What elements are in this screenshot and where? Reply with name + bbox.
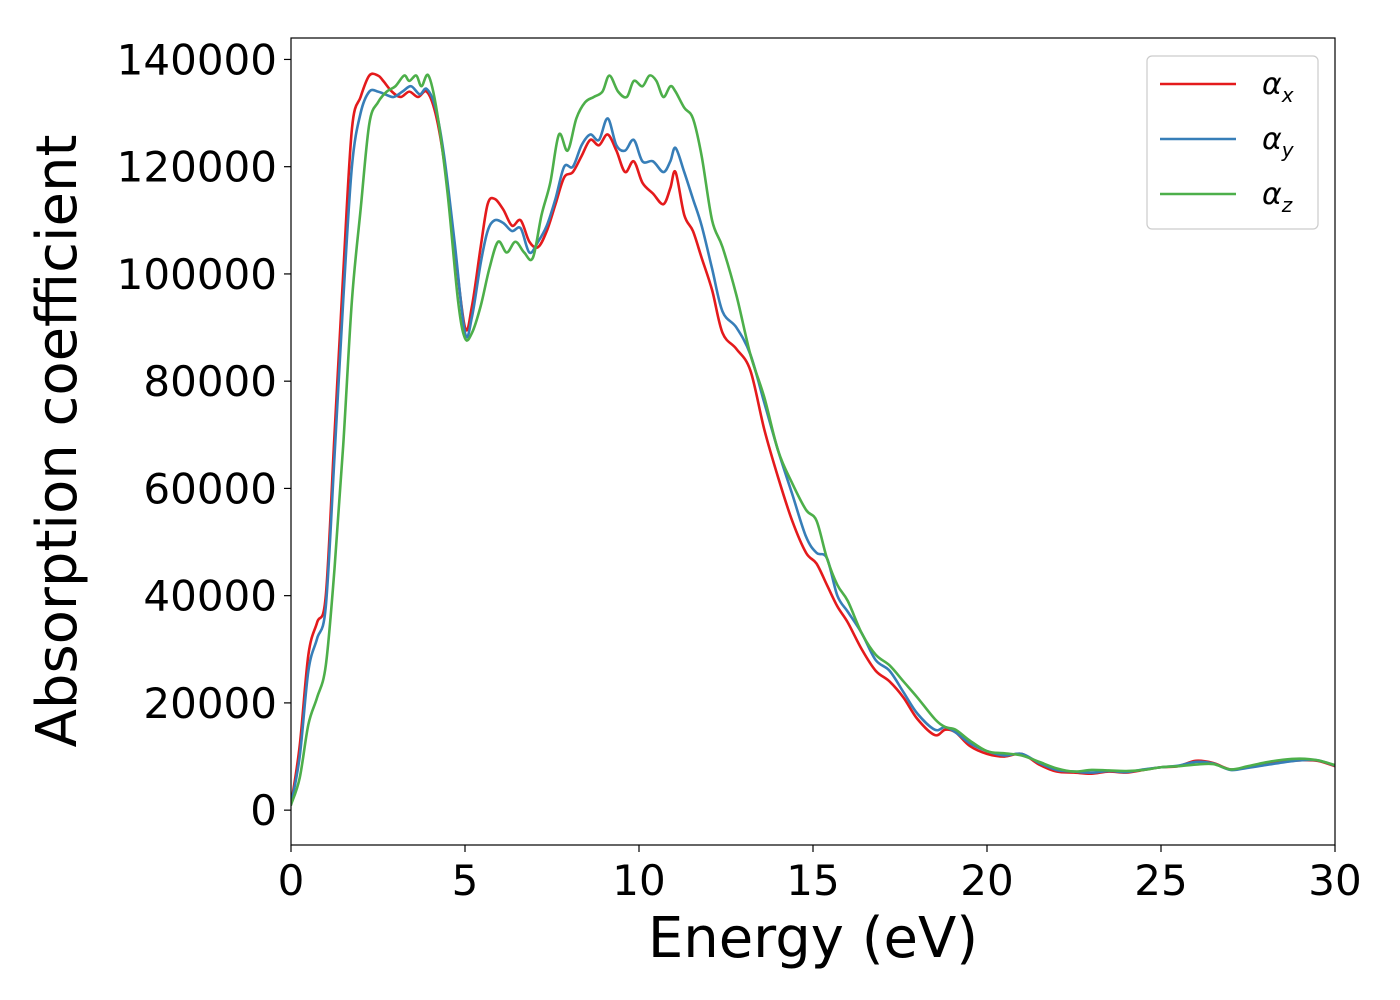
x-tick-label: 25: [1134, 856, 1187, 905]
x-tick-label: 10: [612, 856, 665, 905]
series-line-alpha-z: [291, 73, 1335, 807]
y-tick-label: 40000: [143, 572, 277, 621]
y-tick-label: 0: [250, 786, 277, 835]
x-tick-label: 0: [278, 856, 305, 905]
y-tick-label: 120000: [117, 143, 277, 192]
legend-label-alpha-y: αy: [1262, 122, 1295, 162]
y-tick-label: 140000: [117, 35, 277, 84]
y-axis-ticks: 0 20000 40000 60000 80000 100000 120000 140000: [117, 35, 291, 835]
y-tick-label: 100000: [117, 250, 277, 299]
series-layer: [291, 72, 1335, 807]
x-tick-label: 15: [786, 856, 839, 905]
y-tick-label: 80000: [143, 357, 277, 406]
y-tick-label: 20000: [143, 679, 277, 728]
x-axis-title: Energy (eV): [648, 906, 978, 971]
y-axis-title: Absorption coefficient: [25, 135, 90, 748]
legend-box: [1146, 55, 1319, 230]
x-tick-label: 30: [1308, 856, 1361, 905]
x-axis-ticks: 0 5 10 15 20 25 30: [278, 845, 1362, 905]
x-tick-label: 5: [452, 856, 479, 905]
x-tick-label: 20: [960, 856, 1013, 905]
y-tick-label: 60000: [143, 464, 277, 513]
